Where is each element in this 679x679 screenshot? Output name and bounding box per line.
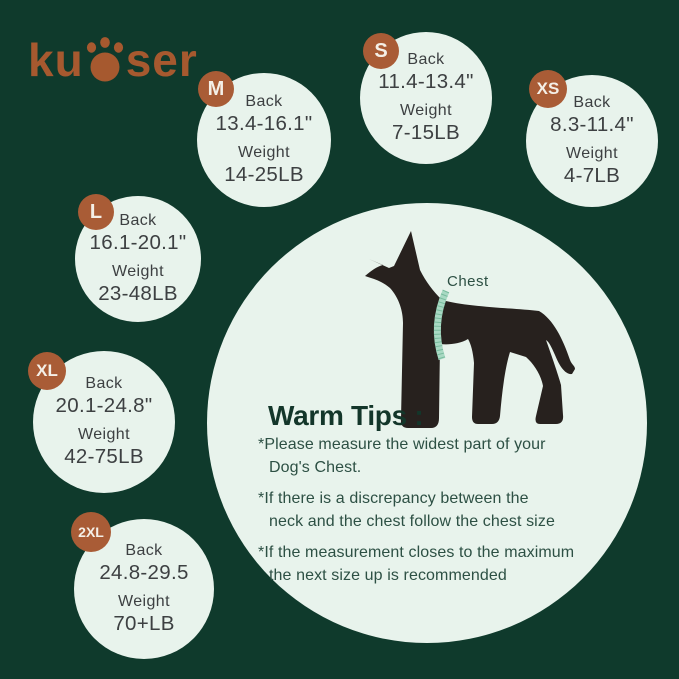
size-circle-xl: XL Back 20.1-24.8" Weight 42-75LB — [28, 351, 175, 493]
size-circle-l: L Back 16.1-20.1" Weight 23-48LB — [75, 194, 201, 322]
weight-range: 4-7LB — [563, 164, 621, 187]
back-label: Back — [125, 542, 163, 559]
weight-range: 7-15LB — [392, 121, 460, 144]
weight-label: Weight — [78, 426, 130, 443]
weight-label: Weight — [400, 102, 452, 119]
size-badge-xl: XL — [28, 352, 66, 390]
back-label: Back — [573, 94, 611, 111]
logo-text-pre: ku — [28, 34, 84, 86]
back-range: 8.3-11.4" — [550, 113, 634, 136]
size-circle-s: S Back 11.4-13.4" Weight 7-15LB — [360, 32, 492, 164]
warm-tip-2: *If there is a discrepancy between the n… — [258, 490, 555, 530]
size-badge-m: M — [198, 71, 234, 107]
chest-label: Chest — [447, 273, 489, 290]
weight-label: Weight — [566, 145, 618, 162]
dog-silhouette — [365, 231, 575, 428]
paw-icon — [86, 37, 123, 82]
back-range: 13.4-16.1" — [215, 112, 313, 135]
size-badge-l: L — [78, 194, 114, 230]
weight-range: 23-48LB — [98, 282, 178, 305]
back-label: Back — [85, 375, 123, 392]
weight-range: 42-75LB — [64, 445, 144, 468]
weight-label: Weight — [112, 263, 164, 280]
weight-label: Weight — [238, 144, 290, 161]
weight-range: 14-25LB — [224, 163, 304, 186]
size-circle-m: M Back 13.4-16.1" Weight 14-25LB — [197, 71, 331, 207]
back-range: 24.8-29.5 — [99, 561, 189, 584]
back-range: 20.1-24.8" — [55, 394, 153, 417]
logo-text-post: ser — [125, 34, 198, 86]
back-label: Back — [245, 93, 283, 110]
size-badge-s: S — [363, 33, 399, 69]
back-range: 11.4-13.4" — [378, 70, 474, 93]
back-label: Back — [119, 212, 157, 229]
size-badge-2xl: 2XL — [71, 512, 111, 552]
weight-range: 70+LB — [113, 612, 175, 635]
warm-tips-list: *Please measure the widest part of your … — [258, 433, 603, 595]
warm-tip-1: *Please measure the widest part of your … — [258, 436, 546, 476]
warm-tips-heading: Warm Tips : — [268, 400, 424, 431]
weight-label: Weight — [118, 593, 170, 610]
size-circle-2xl: 2XL Back 24.8-29.5 Weight 70+LB — [71, 512, 214, 659]
brand-logo: ku ser — [28, 30, 198, 86]
back-label: Back — [407, 51, 445, 68]
warm-tip-3: *If the measurement closes to the maximu… — [258, 544, 575, 584]
size-badge-xs: XS — [529, 70, 567, 108]
chest-tape — [433, 289, 450, 361]
back-range: 16.1-20.1" — [89, 231, 187, 254]
size-circle-xs: XS Back 8.3-11.4" Weight 4-7LB — [526, 70, 658, 207]
